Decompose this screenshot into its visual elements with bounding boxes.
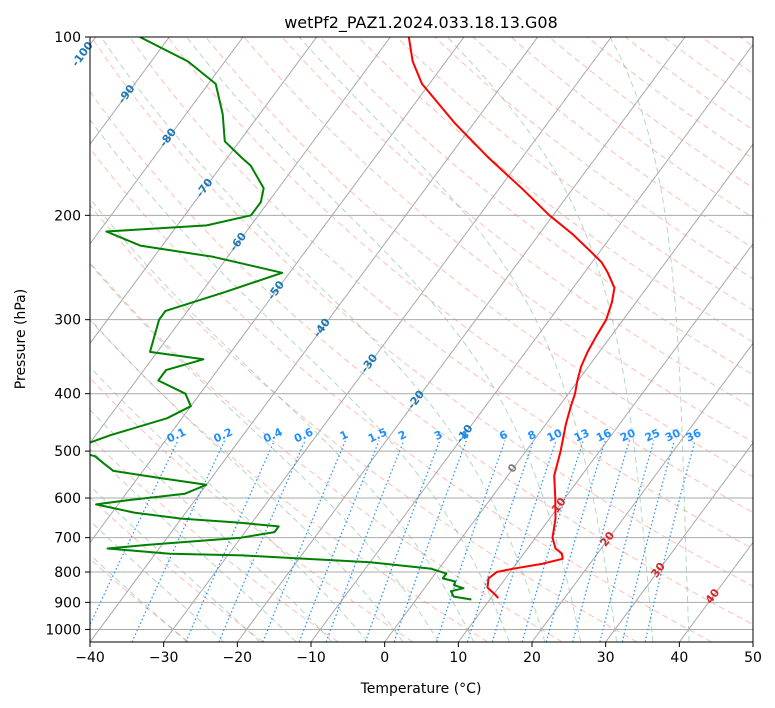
isotherm-line [236,37,686,642]
dry-adiabat [90,496,264,642]
mixing-ratio-line [644,440,696,642]
dry-adiabat [90,37,753,587]
mixing-ratio-line [218,440,306,642]
mixing-ratio-label: 25 [643,426,662,444]
dry-adiabat [358,37,753,343]
mixing-ratio-line [572,440,630,642]
mixing-ratio-line [131,440,226,642]
chart-title: wetPf2_PAZ1.2024.033.18.13.G08 [284,13,558,33]
isotherm-line [90,37,391,444]
y-tick-label: 900 [54,595,81,611]
moist-adiabat [90,409,333,642]
isotherm-line [457,242,753,642]
dry-adiabat [587,37,753,160]
x-tick-label: 10 [449,650,467,666]
mixing-ratio-label: 36 [684,426,704,444]
dry-adiabat [548,37,753,189]
x-tick-label: 40 [670,650,688,666]
isotherm-line [605,442,753,642]
moist-adiabat [90,448,297,642]
mixing-ratio-line [298,440,380,642]
moist-adiabat [90,520,225,642]
y-tick-label: 200 [54,208,81,224]
y-tick-label: 600 [54,491,81,507]
isotherm-line [90,37,465,544]
x-tick-label: −40 [75,650,105,666]
isotherm-line [384,143,753,642]
x-tick-label: −10 [296,650,326,666]
temperature-profile-line [407,37,616,599]
dry-adiabat [90,261,563,642]
moist-adiabat [100,37,546,642]
dewpoint-profile-line [90,37,472,601]
mixing-ratio-line [621,440,675,642]
mixing-ratio-label: 30 [663,426,683,444]
moist-adiabat [90,263,439,642]
x-tick-label: 30 [597,650,615,666]
y-tick-label: 1000 [45,622,81,638]
isotherm-line [90,37,170,146]
x-tick-label: 20 [523,650,541,666]
dry-adiabat [396,37,753,311]
mixing-ratio-label: 20 [618,426,638,444]
dry-adiabat [90,147,712,642]
background-lines [90,37,753,642]
y-tick-label: 400 [54,387,81,403]
mixing-ratio-label: 10 [545,426,565,444]
y-tick-label: 800 [54,565,81,581]
dry-adiabat [205,37,753,478]
mixing-ratio-line [262,440,347,642]
mixing-ratio-line [90,440,179,626]
moist-adiabat [447,37,654,642]
dry-adiabat [167,37,753,514]
moist-adiabat [90,118,510,642]
x-axis-label: Temperature (°C) [360,681,482,697]
dry-adiabat [319,37,753,376]
mixing-ratio-line [466,440,534,642]
moist-adiabat [90,366,368,642]
moist-adiabat [90,197,475,642]
y-tick-label: 300 [54,313,81,329]
mixing-ratio-line [185,440,275,642]
y-tick-label: 700 [54,531,81,547]
profile-series [90,37,616,601]
mixing-ratio-label: 13 [572,426,591,444]
isotherm-line [531,342,753,642]
dry-adiabat [90,90,753,626]
isotherm-line [90,37,244,245]
dry-adiabat [90,377,414,642]
moist-adiabat [90,485,261,642]
mixing-ratio-line [521,440,584,642]
isotherm-line [310,43,753,642]
mixing-ratio-line [545,440,606,642]
axes: −40 −30 −20 −10 0 10 20 30 40 50 100 200 300 400 500 60… [45,30,762,666]
y-axis-label: Pressure (hPa) [13,289,29,389]
y-tick-label: 500 [54,444,81,460]
moist-adiabat [298,37,618,642]
moist-adiabat [90,553,188,642]
isotherm-line [90,37,539,642]
plot-frame [89,36,754,643]
mixing-ratio-line [491,440,557,642]
moist-adiabat [90,318,404,642]
dry-adiabat [510,37,753,219]
mixing-ratio-label: 16 [594,426,614,444]
mixing-ratio-line [435,440,506,642]
x-tick-label: −20 [223,650,253,666]
isotherm-line [163,37,612,642]
dry-adiabat [129,37,753,550]
y-tick-label: 100 [54,30,81,46]
x-tick-label: −30 [149,650,179,666]
isotherm-line [90,37,318,345]
x-tick-label: 0 [380,650,389,666]
dry-adiabat [90,204,638,642]
x-tick-label: 50 [744,650,762,666]
moist-adiabat [609,37,690,642]
moist-adiabat [186,37,582,642]
